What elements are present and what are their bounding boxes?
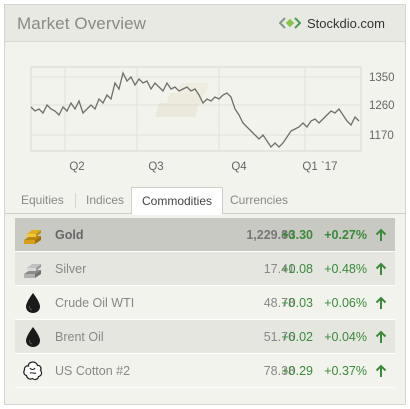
gold-watermark-icon: [155, 83, 209, 117]
commodities-list: Gold 1,229.80 +3.30 +0.27% Silver 17.41 +0.08 +…: [15, 218, 395, 388]
y-axis-tick-label: 1350: [369, 72, 395, 84]
x-axis-tick-label: Q1 `17: [302, 161, 337, 173]
commodity-row[interactable]: Brent Oil 51.76 +0.02 +0.04%: [15, 320, 395, 354]
chart-x-axis-labels: Q2 Q3 Q4 Q1 `17: [69, 161, 337, 173]
y-axis-tick-label: 1170: [369, 130, 394, 142]
chart-plot-area: [30, 66, 362, 152]
up-arrow-icon: [375, 228, 387, 241]
commodity-name: Crude Oil WTI: [55, 296, 135, 310]
x-axis-tick-label: Q2: [69, 161, 84, 173]
up-arrow-icon: [375, 330, 387, 343]
category-tabs: Equities Indices Commodities Currencies: [5, 187, 405, 215]
oil-drop-icon: [21, 291, 45, 315]
commodity-name: Gold: [55, 228, 84, 242]
commodity-change: +0.03: [281, 296, 313, 310]
commodity-price: 78.38: [263, 364, 295, 378]
commodity-change-percent: +0.04%: [324, 330, 367, 344]
commodity-change: +0.02: [281, 330, 313, 344]
silver-bars-icon: [21, 257, 45, 281]
commodity-row[interactable]: Gold 1,229.80 +3.30 +0.27%: [15, 218, 395, 252]
commodity-price: 48.78: [263, 296, 295, 310]
commodity-name: Silver: [55, 262, 87, 276]
gold-bars-icon: [21, 223, 45, 247]
tab-indices[interactable]: Indices: [86, 193, 125, 207]
widget-title: Market Overview: [17, 14, 147, 33]
stockdio-logo-icon: [278, 17, 301, 29]
x-axis-tick-label: Q3: [148, 161, 163, 173]
up-arrow-icon: [375, 262, 387, 275]
commodity-change-percent: +0.37%: [324, 364, 367, 378]
tab-currencies[interactable]: Currencies: [230, 193, 289, 207]
commodity-change: +0.08: [281, 262, 313, 276]
commodity-price: 17.41: [263, 262, 295, 276]
y-axis-tick-label: 1260: [369, 100, 395, 112]
gold-price-line: [30, 71, 360, 149]
commodity-change-percent: +0.48%: [324, 262, 367, 276]
stockdio-brand-link[interactable]: Stockdio.com: [278, 15, 385, 31]
commodity-row[interactable]: US Cotton #2 78.38 +0.29 +0.37%: [15, 354, 395, 388]
commodity-row[interactable]: Silver 17.41 +0.08 +0.48%: [15, 252, 395, 286]
commodity-row[interactable]: Crude Oil WTI 48.78 +0.03 +0.06%: [15, 286, 395, 320]
chart-y-axis-labels: 1350 1260 1170: [369, 72, 395, 142]
brand-label: Stockdio.com: [306, 15, 385, 31]
commodity-change: +3.30: [281, 228, 313, 242]
cotton-icon: [21, 359, 45, 383]
up-arrow-icon: [375, 364, 387, 377]
tab-divider: [75, 193, 76, 208]
tab-equities[interactable]: Equities: [21, 193, 64, 207]
price-chart[interactable]: Q2 Q3 Q4 Q1 `17 1350 1260 1170: [5, 43, 405, 183]
commodity-name: Brent Oil: [55, 330, 104, 344]
market-overview-widget: Market Overview Stockdio.com Q2 Q3 Q4 Q1 `1…: [4, 4, 406, 405]
tab-commodities[interactable]: Commodities: [131, 187, 224, 215]
x-axis-tick-label: Q4: [231, 161, 247, 173]
commodity-price: 51.76: [263, 330, 295, 344]
commodity-change-percent: +0.06%: [324, 296, 367, 310]
commodity-name: US Cotton #2: [55, 364, 131, 378]
commodity-change-percent: +0.27%: [324, 228, 367, 242]
up-arrow-icon: [375, 296, 387, 309]
widget-header: Market Overview Stockdio.com: [5, 5, 405, 42]
oil-drop-icon: [21, 325, 45, 349]
price-chart-svg: Q2 Q3 Q4 Q1 `17 1350 1260 1170: [30, 66, 395, 173]
commodity-change: +0.29: [281, 364, 313, 378]
commodity-price: 1,229.80: [246, 228, 295, 242]
